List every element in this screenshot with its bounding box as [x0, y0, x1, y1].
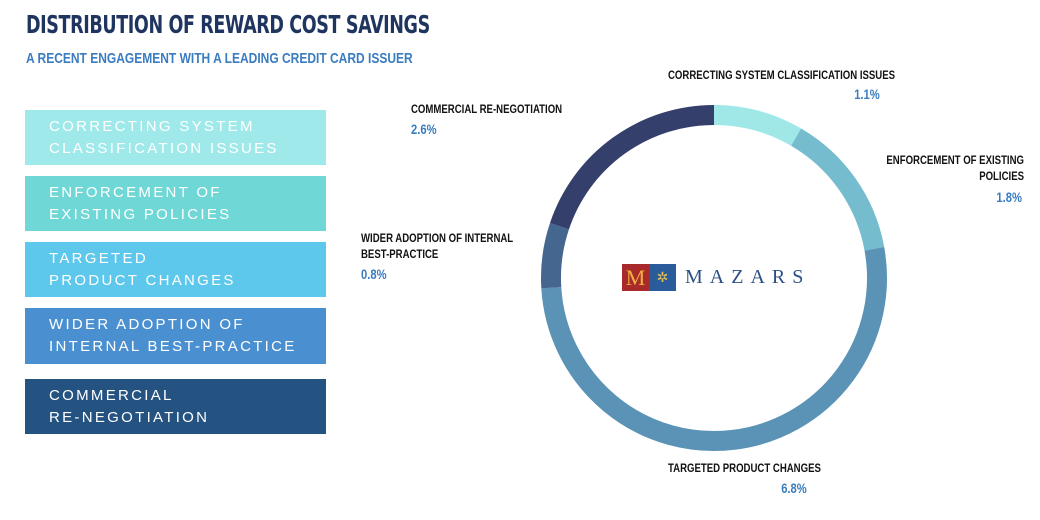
slice-label-wider-adoption: WIDER ADOPTION OF INTERNAL BEST-PRACTICE [361, 231, 513, 261]
slice-label-text: ENFORCEMENT OF EXISTING POLICIES [886, 153, 1024, 183]
legend-item-targeted: TARGETED PRODUCT CHANGES [25, 242, 326, 297]
slice-value-commercial: 2.6% [411, 121, 437, 137]
slice-value-enforcement: 1.8% [996, 189, 1022, 205]
donut-slice-1 [790, 128, 885, 251]
slice-value-wider-adoption: 0.8% [361, 266, 387, 282]
donut-slice-3 [541, 222, 570, 289]
slice-label-commercial: COMMERCIAL RE-NEGOTIATION [411, 102, 563, 116]
legend-item-wider-adoption: WIDER ADOPTION OF INTERNAL BEST-PRACTICE [25, 308, 326, 364]
legend-item-commercial: COMMERCIAL RE-NEGOTIATION [25, 379, 326, 434]
page-title: DISTRIBUTION OF REWARD COST SAVINGS [26, 10, 430, 39]
mazars-logo: M ✲ MAZARS [622, 264, 810, 291]
slice-value-correcting: 1.1% [854, 86, 880, 102]
logo-text: MAZARS [685, 266, 811, 288]
donut-slice-2 [541, 247, 887, 451]
slice-label-targeted: TARGETED PRODUCT CHANGES [668, 461, 821, 475]
legend-item-enforcement: ENFORCEMENT OF EXISTING POLICIES [25, 176, 326, 231]
slice-label-correcting: CORRECTING SYSTEM CLASSIFICATION ISSUES [668, 68, 896, 82]
logo-m-mark: M [622, 264, 649, 291]
slice-value-targeted: 6.8% [781, 480, 807, 496]
donut-slice-0 [713, 105, 802, 146]
page-subtitle: A RECENT ENGAGEMENT WITH A LEADING CREDI… [26, 50, 413, 67]
legend-item-correcting: CORRECTING SYSTEM CLASSIFICATION ISSUES [25, 110, 326, 165]
slice-label-enforcement: ENFORCEMENT OF EXISTING POLICIES [880, 152, 1024, 184]
donut-slice-4 [549, 105, 715, 230]
logo-stars-icon: ✲ [649, 264, 676, 291]
